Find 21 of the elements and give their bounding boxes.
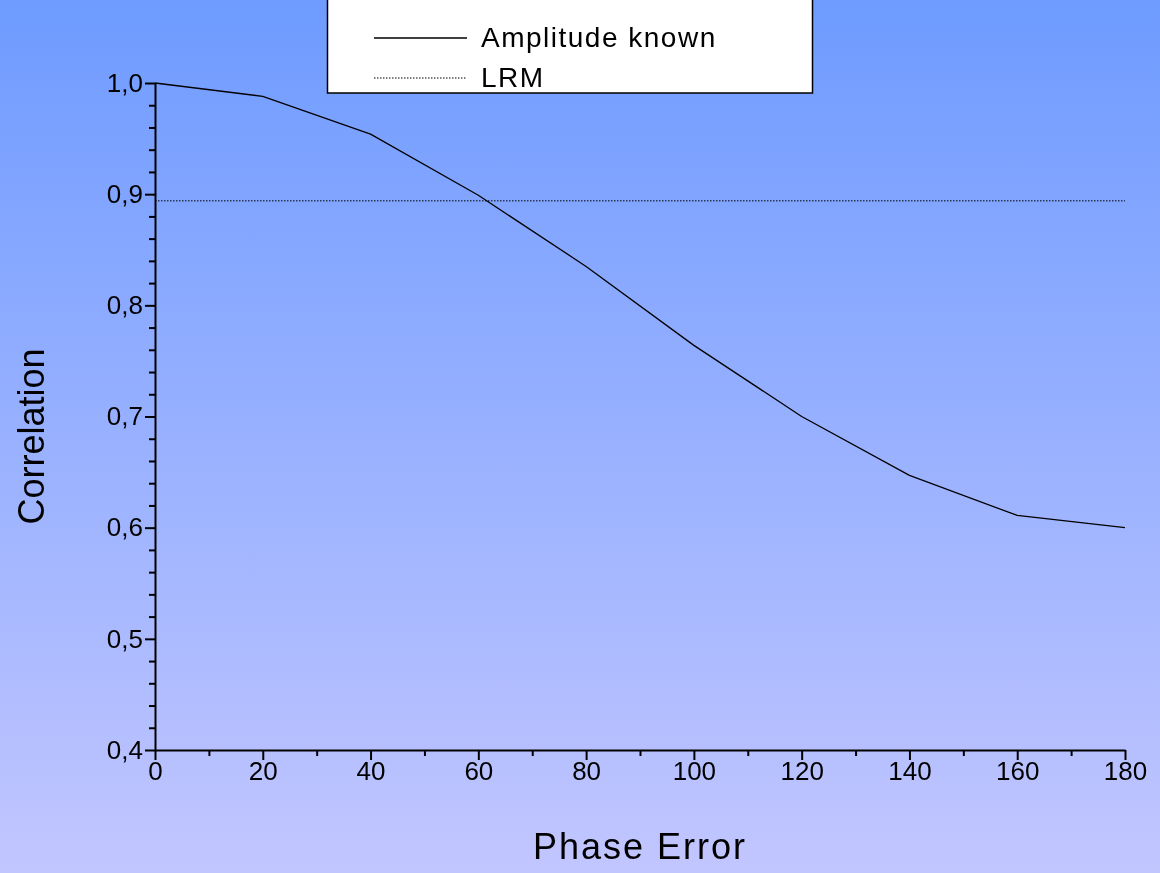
y-tick-label: 0,7 (106, 401, 143, 432)
x-tick-label: 180 (1103, 756, 1148, 787)
x-tick-label: 160 (996, 756, 1040, 787)
y-tick-label: 0,4 (106, 734, 143, 765)
x-tick-label: 120 (780, 756, 824, 787)
y-axis-title: Correlation (11, 348, 52, 525)
y-tick-label: 0,6 (106, 512, 143, 543)
x-axis-title: Phase Error (532, 826, 748, 867)
y-tick-label: 0,9 (106, 178, 143, 209)
x-tick-label: 60 (464, 756, 494, 787)
x-tick-label: 20 (248, 756, 278, 787)
x-tick-label: 100 (672, 756, 717, 787)
x-tick-label: 140 (888, 756, 932, 787)
y-tick-label: 1,0 (106, 67, 143, 98)
y-tick-label: 0,8 (106, 290, 143, 321)
x-tick-label: 0 (148, 756, 163, 787)
x-tick-label: 40 (356, 756, 386, 787)
x-tick-label: 80 (572, 756, 602, 787)
legend-label: LRM (481, 62, 545, 93)
y-tick-label: 0,5 (106, 623, 143, 654)
legend-label: Amplitude known (481, 22, 717, 53)
